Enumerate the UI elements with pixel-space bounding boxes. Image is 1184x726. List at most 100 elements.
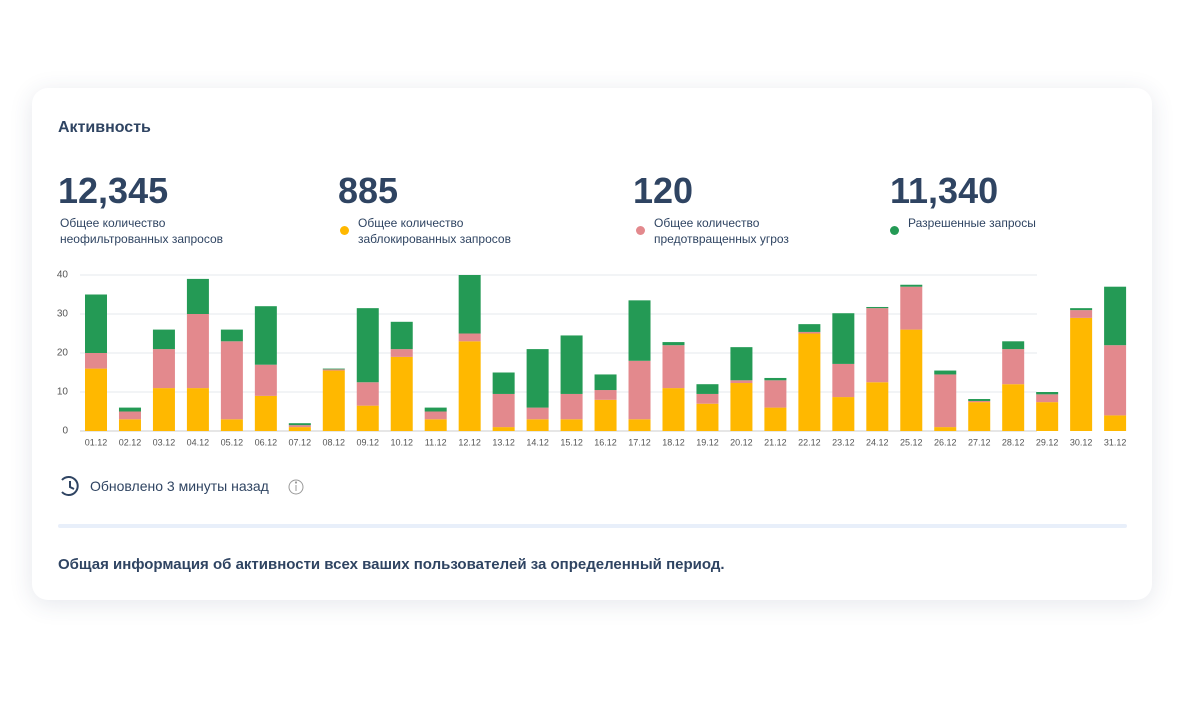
- bar-segment: [118, 411, 141, 420]
- updated-text: Обновлено 3 минуты назад: [90, 478, 269, 494]
- legend-label: Общее количество предотвращенных угроз: [654, 216, 789, 246]
- stat-value: 12,345: [58, 170, 169, 211]
- x-tick-label: 01.12: [85, 437, 108, 447]
- x-tick-label: 13.12: [492, 437, 515, 447]
- bar-segment: [798, 324, 821, 332]
- bar-segment: [492, 372, 515, 394]
- bar-segment: [628, 360, 651, 420]
- info-icon[interactable]: [288, 479, 304, 495]
- bar-segment: [560, 393, 583, 420]
- bar-segment: [390, 349, 413, 357]
- stat-label: Общее количество неофильтрованных запрос…: [60, 216, 224, 246]
- footer-text: Общая информация об активности всех ваши…: [58, 556, 725, 573]
- bar-segment: [730, 383, 753, 431]
- stat-value: 885: [338, 170, 399, 211]
- bar-segment: [152, 349, 175, 389]
- bar-segment: [356, 405, 379, 431]
- bar-segment: [696, 403, 719, 431]
- bar-segment: [220, 329, 243, 342]
- x-tick-label: 15.12: [560, 437, 583, 447]
- bar-segment: [900, 284, 923, 287]
- bar-segment: [1002, 384, 1025, 431]
- x-tick-label: 21.12: [764, 437, 787, 447]
- bar-segment: [492, 427, 515, 431]
- x-tick-label: 18.12: [662, 437, 685, 447]
- x-tick-label: 06.12: [255, 437, 278, 447]
- bar-segment: [798, 333, 821, 431]
- bar-segment: [560, 419, 583, 431]
- x-tick-label: 09.12: [356, 437, 379, 447]
- bar-segment: [968, 399, 991, 401]
- legend-label: Общее количество заблокированных запросо…: [358, 216, 511, 246]
- x-tick-label: 29.12: [1036, 437, 1059, 447]
- clock-icon: [61, 476, 79, 496]
- x-tick-label: 31.12: [1104, 437, 1127, 447]
- bar-segment: [832, 313, 855, 364]
- bar-segment: [186, 388, 209, 431]
- bar-segment: [424, 407, 447, 412]
- x-tick-label: 14.12: [526, 437, 549, 447]
- bar-segment: [152, 329, 175, 350]
- x-tick-label: 17.12: [628, 437, 651, 447]
- bar-segment: [85, 353, 107, 369]
- bar-segment: [458, 341, 481, 431]
- bar-segment: [118, 419, 141, 431]
- bar-segment: [968, 400, 991, 403]
- x-tick-label: 25.12: [900, 437, 923, 447]
- bar-segment: [288, 427, 311, 431]
- bar-segment: [832, 363, 855, 398]
- x-tick-label: 10.12: [390, 437, 413, 447]
- stat-value: 11,340: [890, 170, 999, 211]
- bar-segment: [900, 286, 923, 330]
- bar-segment: [764, 407, 787, 431]
- bar-segment: [628, 419, 651, 431]
- bar-segment: [356, 382, 379, 406]
- bar-segment: [968, 402, 991, 431]
- x-tick-label: 03.12: [153, 437, 176, 447]
- bar-segment: [322, 368, 345, 370]
- bar-segment: [254, 306, 277, 365]
- x-tick-label: 24.12: [866, 437, 889, 447]
- bar-segment: [1104, 415, 1127, 431]
- bar-segment: [900, 329, 923, 431]
- bar-segment: [220, 341, 243, 420]
- bar-segment: [288, 423, 311, 426]
- bar-segment: [866, 308, 889, 383]
- x-tick-label: 19.12: [696, 437, 719, 447]
- bar-segment: [458, 333, 481, 342]
- bar-segment: [934, 374, 957, 428]
- bar-segment: [1036, 402, 1059, 431]
- bar-segment: [1002, 349, 1025, 385]
- bar-segment: [594, 374, 617, 391]
- bar-segment: [186, 278, 209, 314]
- title: Активность: [58, 119, 151, 136]
- bar-segment: [594, 390, 617, 400]
- divider: [58, 524, 1127, 528]
- bar-segment: [832, 397, 855, 431]
- bar-segment: [85, 368, 107, 431]
- bar-segment: [934, 427, 957, 431]
- x-tick-label: 02.12: [119, 437, 142, 447]
- bar-segment: [1002, 341, 1025, 350]
- bar-segment: [1104, 286, 1127, 346]
- legend-dot: [890, 226, 899, 235]
- bar-segment: [662, 345, 685, 389]
- bar-segment: [152, 388, 175, 431]
- bar-segment: [492, 393, 515, 428]
- y-tick-label: 0: [62, 426, 68, 437]
- bar-segment: [118, 407, 141, 412]
- bar-segment: [1104, 345, 1127, 416]
- legend-dot: [340, 226, 349, 235]
- bar-segment: [1070, 317, 1093, 431]
- bar-segment: [526, 419, 549, 431]
- bar-segment: [730, 380, 753, 384]
- bar-segment: [866, 382, 889, 431]
- x-tick-label: 16.12: [594, 437, 617, 447]
- bar-segment: [730, 347, 753, 381]
- bar-segment: [458, 275, 481, 334]
- bar-segment: [322, 370, 345, 431]
- bar-segment: [254, 364, 277, 396]
- bar-segment: [1070, 310, 1093, 318]
